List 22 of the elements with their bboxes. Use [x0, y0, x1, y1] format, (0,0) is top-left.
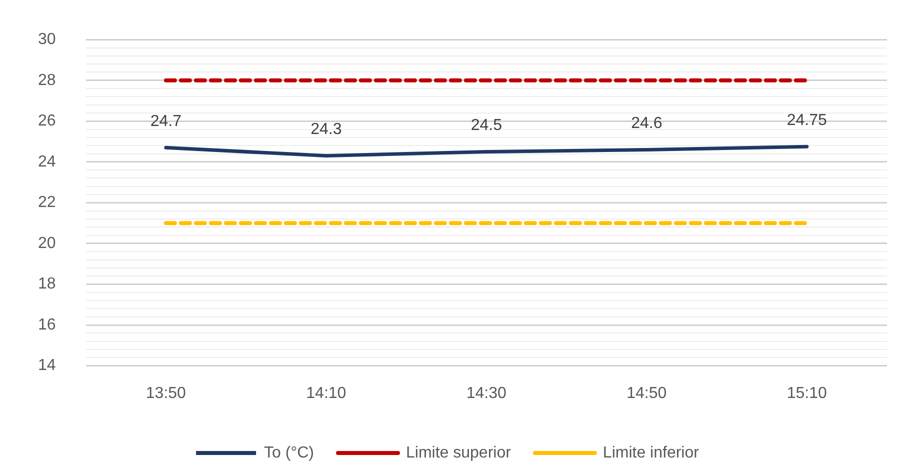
y-tick-label: 22 [38, 194, 56, 212]
y-tick-label: 30 [38, 31, 56, 48]
y-tick-label: 14 [38, 357, 56, 374]
y-tick-label: 16 [38, 316, 56, 334]
x-tick-label: 14:10 [306, 384, 346, 402]
x-tick-label: 13:50 [146, 384, 186, 402]
x-tick-label: 14:30 [466, 384, 507, 402]
legend-label: Limite inferior [602, 444, 700, 462]
y-tick-label: 28 [38, 72, 56, 89]
data-label: 24.7 [150, 113, 182, 130]
y-tick-label: 20 [38, 234, 56, 252]
legend-label: Limite superior [406, 444, 512, 462]
y-tick-label: 18 [38, 276, 56, 293]
y-tick-label: 24 [38, 153, 56, 170]
data-label: 24.3 [310, 121, 342, 138]
x-tick-label: 15:10 [786, 384, 827, 402]
legend-label: To (°C) [264, 444, 314, 462]
y-tick-label: 26 [38, 112, 56, 130]
data-label: 24.75 [786, 112, 827, 130]
data-label: 24.5 [470, 117, 502, 134]
data-label: 24.6 [631, 115, 662, 132]
x-tick-label: 14:50 [626, 384, 667, 402]
